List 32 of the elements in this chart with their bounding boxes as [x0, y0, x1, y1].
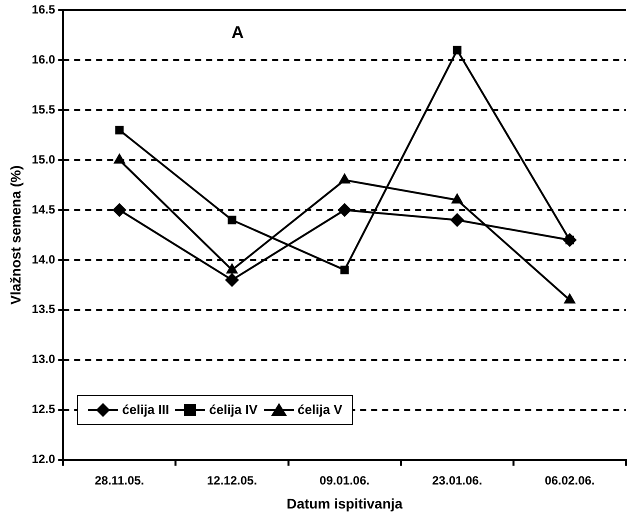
annotation: A	[231, 22, 244, 42]
point	[451, 193, 464, 204]
x-tick-label: 12.12.05.	[206, 473, 258, 488]
x-tick-label: 09.01.06.	[320, 473, 370, 488]
legend-label: ćelija III	[122, 402, 170, 418]
point	[450, 213, 464, 228]
legend-label: ćelija V	[298, 402, 342, 418]
y-tick-label: 14.5	[32, 202, 56, 216]
x-axis-title: Datum ispitivanja	[286, 495, 403, 512]
y-tick-label: 16.5	[32, 2, 56, 17]
point	[338, 173, 351, 184]
point	[340, 266, 349, 274]
y-tick-label: 15.0	[32, 152, 56, 166]
point	[112, 203, 126, 218]
point	[338, 203, 352, 218]
y-tick-label: 13.0	[32, 352, 56, 366]
y-tick-label: 14.0	[32, 252, 56, 266]
point	[115, 126, 124, 134]
point	[225, 272, 240, 287]
y-tick-label: 15.5	[32, 102, 56, 116]
y-tick-label: 13.5	[32, 302, 56, 316]
x-tick-label: 23.01.06.	[432, 473, 482, 488]
y-axis-title: Vlažnost semena (%)	[7, 165, 24, 305]
legend-label: ćelija IV	[209, 402, 258, 418]
x-tick-label: 06.02.06.	[544, 473, 595, 488]
point	[452, 46, 462, 54]
y-tick-label: 16.0	[32, 52, 56, 66]
point	[113, 153, 126, 164]
point	[228, 216, 236, 224]
y-tick-label: 12.0	[32, 452, 56, 466]
y-tick-label: 12.5	[32, 402, 56, 416]
x-tick-label: 28.11.05.	[94, 473, 144, 488]
